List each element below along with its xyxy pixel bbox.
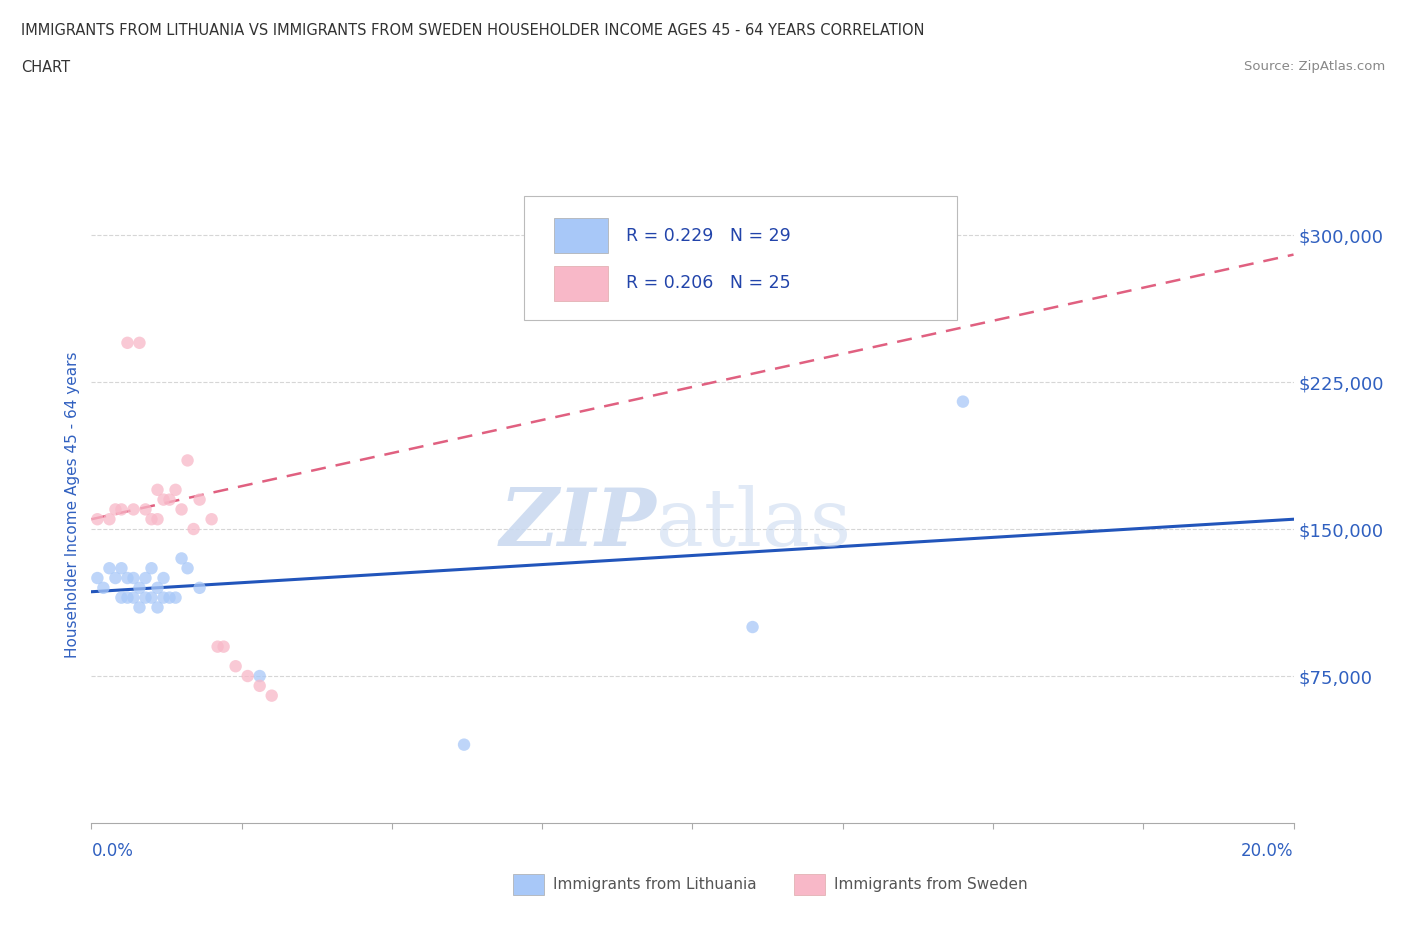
Point: [165, 591, 187, 605]
Point: [122, 571, 145, 586]
Point: [146, 512, 169, 526]
Text: 20.0%: 20.0%: [1241, 842, 1294, 860]
Point: [188, 492, 211, 507]
FancyBboxPatch shape: [524, 195, 957, 320]
Point: [86, 571, 108, 586]
Text: Immigrants from Lithuania: Immigrants from Lithuania: [553, 877, 756, 892]
Point: [207, 639, 229, 654]
Point: [152, 492, 174, 507]
Text: R = 0.206   N = 25: R = 0.206 N = 25: [626, 274, 792, 292]
Text: IMMIGRANTS FROM LITHUANIA VS IMMIGRANTS FROM SWEDEN HOUSEHOLDER INCOME AGES 45 -: IMMIGRANTS FROM LITHUANIA VS IMMIGRANTS …: [21, 23, 925, 38]
Point: [212, 639, 235, 654]
Point: [110, 502, 132, 517]
Point: [170, 502, 193, 517]
Text: atlas: atlas: [657, 485, 852, 563]
Point: [128, 600, 150, 615]
Point: [141, 512, 163, 526]
Point: [159, 591, 181, 605]
Point: [236, 669, 259, 684]
Point: [453, 737, 475, 752]
Point: [249, 669, 271, 684]
Point: [104, 502, 127, 517]
Point: [952, 394, 974, 409]
Point: [249, 678, 271, 693]
Point: [165, 483, 187, 498]
Point: [146, 600, 169, 615]
Text: Immigrants from Sweden: Immigrants from Sweden: [834, 877, 1028, 892]
FancyBboxPatch shape: [554, 266, 609, 300]
Point: [170, 551, 193, 565]
Text: Source: ZipAtlas.com: Source: ZipAtlas.com: [1244, 60, 1385, 73]
Point: [176, 561, 198, 576]
Point: [104, 571, 127, 586]
Point: [122, 591, 145, 605]
Y-axis label: Householder Income Ages 45 - 64 years: Householder Income Ages 45 - 64 years: [65, 352, 80, 658]
Point: [159, 492, 181, 507]
Point: [117, 336, 139, 351]
Point: [201, 512, 224, 526]
Point: [152, 591, 174, 605]
Point: [134, 591, 156, 605]
Point: [93, 580, 115, 595]
Text: R = 0.229   N = 29: R = 0.229 N = 29: [626, 227, 792, 245]
Point: [98, 561, 121, 576]
Point: [117, 591, 139, 605]
Text: ZIP: ZIP: [499, 485, 657, 563]
Point: [225, 658, 247, 673]
Point: [183, 522, 205, 537]
Point: [86, 512, 108, 526]
Point: [134, 502, 156, 517]
Text: CHART: CHART: [21, 60, 70, 75]
Point: [188, 580, 211, 595]
Point: [98, 512, 121, 526]
Point: [128, 580, 150, 595]
Point: [134, 571, 156, 586]
Point: [128, 336, 150, 351]
Point: [260, 688, 283, 703]
Point: [176, 453, 198, 468]
Point: [741, 619, 763, 634]
Point: [146, 580, 169, 595]
FancyBboxPatch shape: [554, 218, 609, 253]
Point: [110, 591, 132, 605]
Point: [146, 483, 169, 498]
Point: [110, 561, 132, 576]
Point: [141, 561, 163, 576]
Point: [141, 591, 163, 605]
Point: [152, 571, 174, 586]
Point: [122, 502, 145, 517]
Text: 0.0%: 0.0%: [91, 842, 134, 860]
Point: [117, 571, 139, 586]
